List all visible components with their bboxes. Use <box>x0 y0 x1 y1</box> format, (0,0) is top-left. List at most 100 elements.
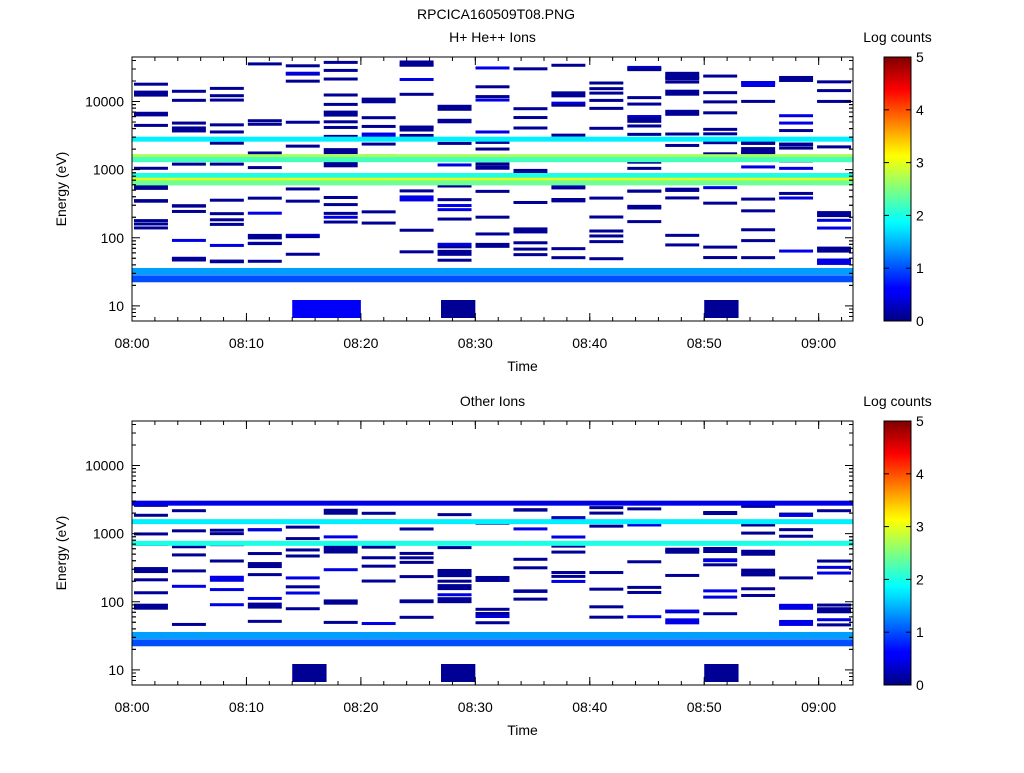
heatmap-cell <box>817 618 851 622</box>
heatmap-cell <box>703 512 738 516</box>
heatmap-cell <box>779 576 814 580</box>
heatmap-cell <box>551 247 586 251</box>
heatmap-cell <box>323 134 358 138</box>
heatmap-cell <box>285 537 320 541</box>
panel-title: H+ He++ Ions <box>449 29 536 45</box>
heatmap-cell <box>665 243 700 247</box>
heatmap-cell <box>323 68 358 72</box>
heatmap-cell <box>285 576 320 580</box>
heatmap-cell <box>475 140 510 144</box>
heatmap-cell <box>741 209 776 213</box>
heatmap-cell <box>627 585 662 589</box>
heatmap-cell <box>247 122 282 126</box>
heatmap-cell <box>285 187 320 191</box>
heatmap-cell <box>437 258 472 262</box>
heatmap-cell <box>399 125 434 132</box>
heatmap-cell <box>361 622 396 626</box>
heatmap-cell <box>134 578 168 582</box>
heatmap-cell <box>437 204 472 208</box>
heatmap-cell <box>665 233 700 237</box>
heatmap-cell <box>817 258 851 265</box>
heatmap-cell <box>817 80 851 84</box>
heatmap-cell <box>475 244 510 248</box>
heatmap-cell <box>323 93 358 97</box>
heatmap-cell <box>513 589 548 593</box>
heatmap-cell <box>437 242 472 246</box>
heatmap-cell <box>589 524 624 528</box>
heatmap-cell <box>171 121 206 125</box>
heatmap-cell <box>323 110 358 117</box>
heatmap-cell <box>703 595 738 599</box>
x-tick-label: 08:50 <box>687 335 722 351</box>
heatmap-cell <box>817 610 851 614</box>
heatmap-cell <box>209 198 244 202</box>
heatmap-cell <box>209 141 244 145</box>
heatmap-cell <box>171 529 206 533</box>
heatmap-cell <box>437 593 472 597</box>
heatmap-cell <box>513 527 548 531</box>
heatmap-cell <box>703 100 738 104</box>
heatmap-cell <box>134 199 168 203</box>
heatmap-band <box>292 300 361 319</box>
heatmap-cell <box>247 619 282 623</box>
heatmap-cell <box>703 111 738 115</box>
heatmap-cell <box>779 129 814 133</box>
heatmap-cell <box>779 75 814 82</box>
heatmap-cell <box>817 211 851 218</box>
heatmap-cell <box>437 597 472 604</box>
colorbar-tick-label: 1 <box>916 624 924 640</box>
y-tick-label: 10000 <box>85 458 124 474</box>
heatmap-cell <box>437 513 472 517</box>
colorbar-gradient <box>883 420 912 686</box>
colorbar-tick-label: 4 <box>916 466 924 482</box>
heatmap-cell <box>323 77 358 81</box>
colorbar-tick-label: 0 <box>916 313 924 329</box>
heatmap-cell <box>209 575 244 582</box>
heatmap-cell <box>589 234 624 238</box>
heatmap-cell <box>209 528 244 532</box>
heatmap-cell <box>665 188 700 192</box>
heatmap-cell <box>703 201 738 205</box>
heatmap-cell <box>475 166 510 170</box>
heatmap-cell <box>209 212 244 216</box>
heatmap-cell <box>627 189 662 193</box>
heatmap-cell <box>323 211 358 215</box>
heatmap-cell <box>589 98 624 102</box>
heatmap-cell <box>285 607 320 611</box>
heatmap-band <box>132 500 853 506</box>
heatmap-cell <box>399 600 434 604</box>
x-tick-label: 08:00 <box>114 335 149 351</box>
x-axis-label: Time <box>507 358 538 374</box>
heatmap-cell <box>665 74 700 81</box>
heatmap-cell <box>437 208 472 212</box>
heatmap-cell <box>665 618 700 625</box>
heatmap-cell <box>134 111 168 115</box>
heatmap-cell <box>741 197 776 201</box>
figure-title: RPCICA160509T08.PNG <box>417 6 575 22</box>
heatmap-cell <box>589 81 624 85</box>
heatmap-cell <box>285 199 320 203</box>
heatmap-cell <box>627 615 662 619</box>
heatmap-cell <box>134 222 168 226</box>
x-axis: 08:00 08:10 08:20 08:30 08:40 08:50 09:00 <box>114 421 843 715</box>
heatmap-cell <box>817 565 851 569</box>
heatmap-cell <box>437 584 472 591</box>
heatmap-cell <box>551 544 586 548</box>
heatmap-cell <box>361 579 396 583</box>
heatmap-band <box>704 300 739 319</box>
heatmap-cell <box>209 130 244 134</box>
heatmap-cell <box>171 98 206 102</box>
heatmap-cell <box>703 612 738 616</box>
colorbar-tick-label: 3 <box>916 519 924 535</box>
heatmap-cell <box>741 239 776 243</box>
heatmap-cell <box>475 130 510 134</box>
heatmap-cell <box>323 535 358 539</box>
heatmap-cell <box>589 87 624 91</box>
heatmap-cell <box>779 513 814 517</box>
x-tick-label: 09:00 <box>801 335 836 351</box>
heatmap-cell <box>134 532 168 536</box>
heatmap-cell <box>285 235 320 239</box>
heatmap-cell <box>741 593 776 597</box>
heatmap-band <box>441 300 476 319</box>
heatmap-cell <box>741 147 776 154</box>
